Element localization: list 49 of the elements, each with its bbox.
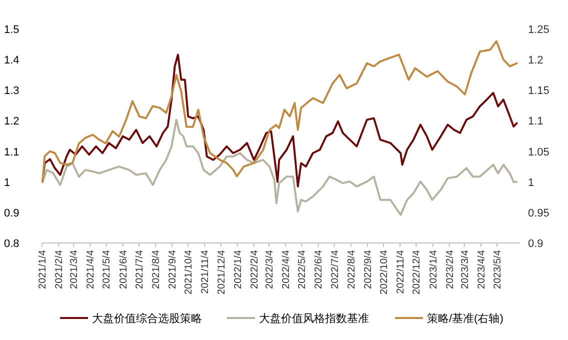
x-tick-label: 2021/9/4 <box>168 250 179 289</box>
x-tick-label: 2021/11/4 <box>200 250 212 294</box>
x-tick-label: 2022/5/4 <box>297 250 308 289</box>
line-series <box>42 118 518 216</box>
y-tick-label: 1.2 <box>4 116 20 128</box>
x-tick-label: 2022/7/4 <box>330 250 341 289</box>
x-tick-label: 2022/1/4 <box>232 250 244 289</box>
x-tick-label: 2021/10/4 <box>184 250 195 294</box>
x-tick-label: 2021/6/4 <box>118 250 130 289</box>
x-tick-label: 2022/4/4 <box>281 250 292 289</box>
x-tick-label: 2022/10/4 <box>379 250 390 294</box>
x-tick-label: 2023/2/4 <box>444 250 456 289</box>
y-tick-label: 1.3 <box>4 85 20 98</box>
x-tick-label: 2021/8/4 <box>150 250 162 289</box>
y2-tick-label: 1.2 <box>528 54 544 67</box>
legend-label: 大盘价值综合选股策略 <box>92 312 202 325</box>
x-tick-label: 2021/3/4 <box>69 250 80 289</box>
y2-tick-label: 1 <box>528 176 534 189</box>
legend-label: 策略/基准(右轴) <box>427 312 504 325</box>
x-tick-label: 2022/9/4 <box>362 250 374 289</box>
x-tick-label: 2021/4/4 <box>86 250 97 289</box>
x-tick-label: 2022/2/4 <box>249 250 260 289</box>
legend-label: 大盘价值风格指数基准 <box>259 312 369 325</box>
y-tick-label: 1.5 <box>4 24 20 36</box>
x-tick-label: 2022/12/4 <box>412 250 423 294</box>
x-tick-label: 2021/5/4 <box>102 250 113 289</box>
x-tick-label: 2021/1/4 <box>38 250 48 289</box>
x-tick-label: 2023/3/4 <box>460 250 471 289</box>
y-tick-label: 1.4 <box>4 54 20 67</box>
y2-tick-label: 1.1 <box>528 116 544 128</box>
x-tick-label: 2022/11/4 <box>396 250 407 294</box>
y2-tick-label: 1.25 <box>528 24 550 36</box>
y-tick-label: 1.1 <box>4 146 20 158</box>
x-tick-label: 2022/8/4 <box>346 250 358 289</box>
x-tick-label: 2023/4/4 <box>476 250 488 289</box>
y2-tick-label: 0.9 <box>528 238 544 250</box>
x-tick-label: 2022/3/4 <box>264 250 276 289</box>
x-tick-label: 2021/12/4 <box>216 250 228 294</box>
y2-tick-label: 1.05 <box>528 146 550 158</box>
x-tick-label: 2022/6/4 <box>314 250 325 289</box>
x-tick-label: 2023/5/4 <box>492 250 504 289</box>
y-tick-label: 0.9 <box>4 207 20 220</box>
x-tick-label: 2023/1/4 <box>428 250 440 289</box>
x-tick-label: 2021/7/4 <box>134 250 146 289</box>
y-tick-label: 1 <box>4 176 10 189</box>
y2-tick-label: 0.95 <box>528 207 550 220</box>
y2-tick-label: 1.15 <box>528 85 550 98</box>
x-tick-label: 2021/2/4 <box>54 250 66 289</box>
y-tick-label: 0.8 <box>4 238 20 250</box>
